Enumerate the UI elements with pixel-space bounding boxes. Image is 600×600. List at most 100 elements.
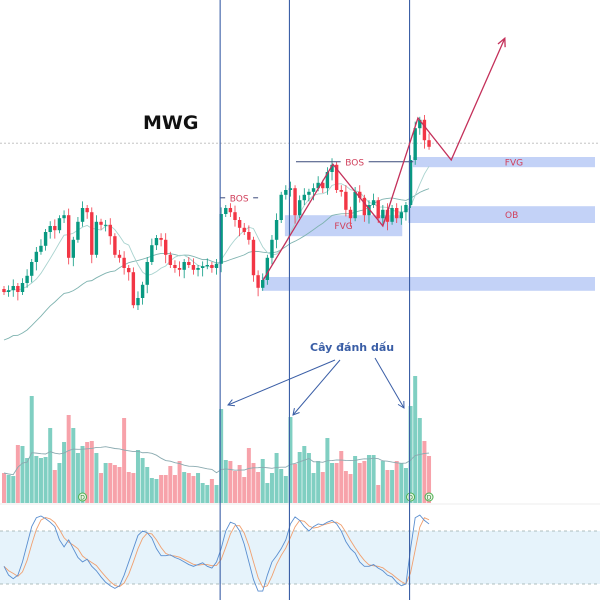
annotation-arrow (227, 359, 336, 406)
volume-bar (385, 470, 390, 503)
candle-body (390, 208, 394, 222)
candle-body (224, 208, 228, 214)
zone-label: OB (505, 211, 518, 221)
volume-bar (223, 460, 228, 503)
candle-body (168, 254, 173, 265)
candle-body (76, 221, 80, 240)
volume-bar (75, 453, 80, 503)
volume-bar (302, 446, 307, 503)
volume-bar (251, 463, 256, 503)
zone-box (408, 206, 595, 223)
candle-body (261, 280, 265, 288)
candle-body (274, 220, 279, 240)
zone-label: FVG (334, 222, 352, 232)
candle-body (219, 214, 223, 264)
volume-bar (66, 415, 71, 503)
volume-bar (366, 455, 371, 503)
annotation-label: Cây đánh dấu (310, 341, 395, 354)
candle-body (214, 263, 219, 268)
candle-body (200, 266, 205, 268)
bos-label: BOS (345, 158, 364, 168)
volume-ma-line (3, 446, 430, 476)
volume-bar (403, 468, 408, 503)
volume-bar (85, 442, 90, 503)
volume-bar (34, 456, 39, 503)
candle-body (422, 119, 427, 141)
volume-bar (140, 458, 145, 503)
volume-marker-label: D (80, 495, 85, 502)
candle-body (6, 290, 11, 292)
volume-bar (191, 476, 196, 503)
candle-body (85, 208, 89, 213)
volume-bar (80, 446, 85, 503)
volume-bar (62, 442, 67, 503)
volume-bar (265, 483, 270, 503)
candle-body (113, 236, 117, 255)
volume-bar (15, 445, 20, 503)
candle-body (270, 239, 274, 258)
volume-bar (135, 450, 140, 503)
candle-body (247, 232, 251, 240)
volume-bar (177, 461, 182, 503)
candle-body (48, 226, 52, 232)
candle-body (358, 191, 362, 198)
stochastic-d-line (3, 516, 430, 588)
candle-body (173, 265, 177, 268)
candle-body (251, 239, 256, 276)
volume-bar (427, 456, 432, 503)
volume-bar (353, 456, 358, 503)
arrow-head-icon (497, 36, 506, 48)
volume-bar (214, 485, 219, 503)
annotation-arrow (374, 357, 405, 409)
candle-body (182, 262, 186, 270)
candle-body (242, 227, 246, 232)
volume-bar (163, 475, 168, 503)
candle-body (131, 272, 136, 306)
candle-body (265, 257, 270, 280)
volume-bar (6, 475, 11, 503)
candle-body (362, 197, 367, 216)
volume-bar (52, 470, 57, 503)
volume-bar (380, 461, 385, 503)
candle-body (103, 224, 108, 226)
volume-bar (357, 463, 362, 503)
candle-body (348, 209, 353, 219)
volume-bar (297, 452, 302, 503)
volume-bar (131, 473, 136, 503)
candle-body (344, 191, 348, 210)
volume-marker (406, 492, 416, 502)
volume-bar (422, 441, 427, 503)
candle-body (150, 245, 154, 262)
candle-body (196, 268, 200, 270)
candle-body (339, 190, 343, 192)
candle-body (418, 119, 422, 129)
candle-body (205, 265, 209, 267)
candle-body (330, 164, 334, 172)
volume-bar (283, 476, 288, 503)
volume-bar (103, 463, 108, 503)
candle-body (321, 182, 325, 189)
candle-body (136, 298, 140, 306)
candle-body (413, 128, 417, 160)
candle-body (297, 200, 302, 216)
volume-bar (343, 471, 348, 503)
annotation-arrow (292, 359, 341, 416)
candle-body (122, 257, 126, 268)
candle-body (408, 160, 413, 205)
volume-marker-label: D (427, 495, 432, 502)
candle-body (2, 289, 6, 292)
volume-bar (122, 418, 127, 503)
volume-bar (325, 438, 330, 503)
stochastic-k-line (3, 514, 430, 592)
volume-bar (43, 457, 48, 503)
arrow-head-icon (397, 400, 405, 409)
candle-body (427, 140, 431, 147)
zone-label: FVG (505, 159, 523, 169)
zigzag-projection-line (262, 37, 506, 281)
candle-body (228, 208, 233, 213)
volume-bar (417, 418, 422, 503)
volume-bar (71, 428, 76, 503)
candle-body (381, 209, 385, 219)
volume-bar (233, 471, 237, 503)
candle-body (16, 286, 20, 292)
